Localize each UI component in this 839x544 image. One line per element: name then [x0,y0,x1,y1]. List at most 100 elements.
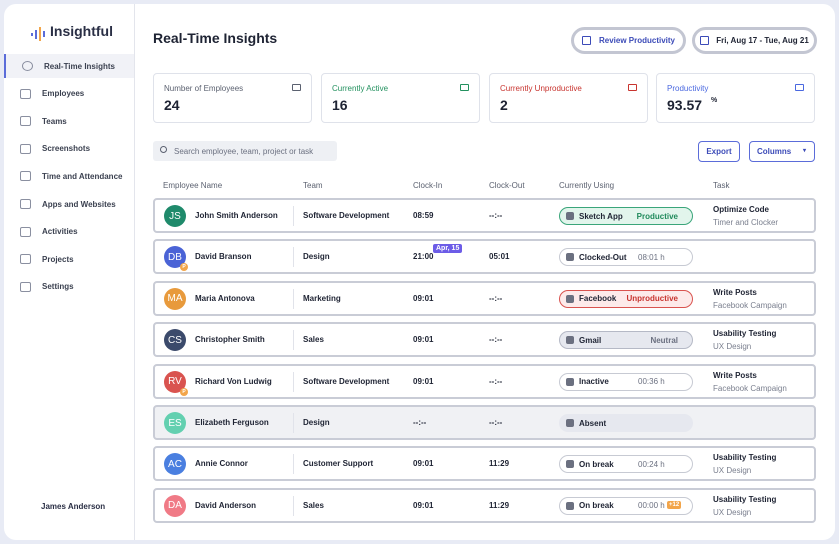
user-name[interactable]: James Anderson [41,502,106,511]
avatar: MA [164,287,186,310]
avatar-badge: P [180,263,188,272]
divider [293,247,294,268]
clock-in: 21:00 [413,252,434,262]
stat-card: Currently Unproductive 2 [489,73,648,123]
nav-label: Employees [42,89,85,99]
avatar: DB [164,246,186,269]
task-detail: Facebook Campaign [713,300,787,310]
nav-icon [20,254,31,265]
nav-icon [20,226,31,237]
clock-out: --:-- [489,335,503,345]
productivity-status: Unproductive [626,294,678,304]
nav-label: Projects [42,254,74,264]
nav-label: Teams [42,116,67,126]
avatar: JS [164,205,186,227]
table-row[interactable]: DA David Anderson Sales 09:01 11:29 On break 0… [153,487,816,523]
employee-name: Maria Antonova [195,293,255,303]
employee-name: David Anderson [195,500,257,510]
column-header: Currently Using [559,181,615,190]
nav-item[interactable]: Employees [4,82,134,106]
clock-in-date-badge: Apr, 15 [433,244,463,254]
app-icon [566,212,574,220]
button-label: Review Productivity [598,36,676,45]
table-row[interactable]: RV P Richard Von Ludwig Software Developmen… [153,363,816,399]
app-icon [566,336,574,345]
avatar: RV [164,370,186,393]
table-row[interactable]: MA Maria Antonova Marketing 09:01 --:-- Faceb… [153,280,816,316]
clock-in: 09:01 [413,293,434,303]
productivity-status: Productive [636,211,678,221]
app-status-pill: Clocked-Out 08:01 h [559,248,693,267]
employee-name: David Branson [195,252,252,262]
task-detail: UX Design [713,507,752,517]
avatar: DA [164,494,186,517]
nav-item[interactable]: Screenshots [4,137,134,161]
task-title: Usability Testing [713,329,777,339]
app-status-pill: Gmail Neutral [559,331,693,350]
nav-label: Screenshots [42,144,91,154]
stat-label: Currently Unproductive [500,84,582,93]
divider [293,288,294,309]
table-row[interactable]: AC Annie Connor Customer Support 09:01 11:29… [153,446,816,482]
date-range-button[interactable]: Fri, Aug 17 - Tue, Aug 21 [692,27,817,54]
stat-card: Number of Employees 24 [153,73,312,123]
task-title: Usability Testing [713,494,777,504]
team: Sales [303,500,324,510]
export-button[interactable]: Export [698,141,740,162]
team: Software Development [303,376,390,386]
task-detail: UX Design [713,342,752,352]
divider [293,330,294,351]
stat-label: Productivity [667,84,709,93]
stat-label: Currently Active [332,84,389,93]
nav-item[interactable]: Apps and Websites [4,192,134,216]
divider [293,413,294,433]
nav-item[interactable]: Time and Attendance [4,164,134,188]
brand-name: Insightful [50,23,113,39]
calendar-icon [700,36,710,45]
nav-label: Real-Time Insights [44,61,115,71]
brand-logo [31,27,45,41]
task-detail: Facebook Campaign [713,383,787,393]
divider [293,206,294,226]
employee-name: Annie Connor [195,459,248,469]
task-detail: Timer and Clocker [713,218,779,227]
review-button[interactable]: Review Productivity [571,27,686,54]
nav-item[interactable]: Real-Time Insights [4,54,134,78]
column-header: Clock-Out [489,181,525,190]
employee-name: Elizabeth Ferguson [195,418,269,427]
clock-out: 05:01 [489,252,510,262]
columns-button[interactable]: Columns ▾ [749,141,815,162]
app-name: Gmail [579,335,602,345]
clock-out: 11:29 [489,500,510,510]
date-range: Fri, Aug 17 - Tue, Aug 21 [716,36,809,45]
table-row[interactable]: DB P David Branson Design 21:00 Apr, 15 05:01 C… [153,239,816,275]
duration-badge: +12 [667,500,682,509]
stat-label: Number of Employees [164,84,244,93]
clock-in: 09:01 [413,459,434,469]
divider [293,371,294,392]
task-title: Usability Testing [713,453,777,463]
table-row[interactable]: ES Elizabeth Ferguson Design --:-- --:-- Abse… [153,405,816,440]
icon [581,36,591,45]
dropdown-caret: ▾ [803,148,807,154]
column-header: Team [303,181,323,190]
team: Software Development [303,211,390,220]
task-title: Optimize Code [713,205,770,214]
nav-item[interactable]: Projects [4,247,134,271]
nav-item[interactable]: Activities [4,220,134,244]
app-window: Insightful Real-Time Insights Employees Te… [4,4,835,540]
stat-value: 93.57 [667,97,703,113]
nav-item[interactable]: Settings [4,275,134,299]
table-row[interactable]: CS Christopher Smith Sales 09:01 --:-- Gmail N… [153,322,816,358]
duration: 00:36 h [638,377,665,387]
table-row[interactable]: JS John Smith Anderson Software Developmen… [153,198,816,233]
duration: 08:01 h [638,252,665,262]
search-input[interactable]: Search employee, team, project or task [153,141,337,161]
clock-in: --:-- [413,418,427,427]
page-title: Real-Time Insights [153,30,278,46]
clock-in: 09:01 [413,376,434,386]
app-status-pill: Sketch App Productive [559,207,693,225]
nav-item[interactable]: Teams [4,109,134,133]
